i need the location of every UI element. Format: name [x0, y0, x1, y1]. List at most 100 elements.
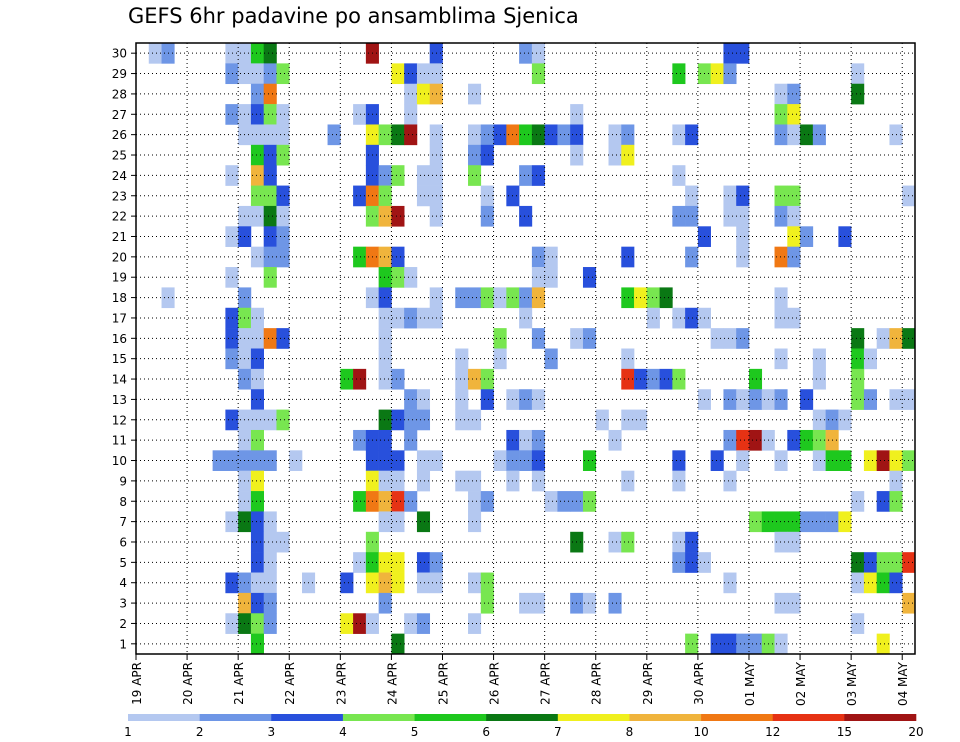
precip-cell: [519, 389, 533, 410]
precip-cell: [646, 287, 660, 309]
precip-cell: [416, 470, 431, 492]
precip-cell: [340, 368, 354, 390]
y-tick-label: 13: [112, 393, 127, 407]
precip-cell: [889, 328, 903, 349]
precip-cell: [736, 43, 750, 64]
precip-cell: [876, 552, 890, 573]
colorbar-swatch: [772, 714, 845, 721]
precip-cell: [748, 511, 763, 533]
precip-cell: [250, 328, 264, 349]
precip-cell: [468, 83, 482, 105]
precip-cell: [672, 368, 686, 390]
x-tick-label: 28 APR: [590, 662, 604, 705]
precip-cell: [863, 389, 877, 410]
precip-cell: [391, 491, 405, 512]
precip-cell: [263, 43, 277, 64]
precip-cell: [876, 633, 890, 655]
precip-cell: [416, 389, 431, 410]
precip-cell: [353, 104, 367, 125]
precip-cell: [263, 185, 277, 207]
precip-cell: [391, 165, 405, 186]
precip-cell: [276, 63, 290, 85]
precip-cell: [531, 287, 545, 309]
precip-cell: [723, 470, 737, 492]
x-tick-label: 01 MAY: [743, 661, 757, 706]
precip-cell: [250, 389, 264, 410]
precip-cell: [812, 429, 826, 451]
precip-cell: [404, 409, 418, 431]
colorbar-swatch: [844, 714, 917, 721]
precip-cell: [263, 531, 277, 553]
precip-cell: [787, 246, 801, 268]
precip-cell: [774, 104, 788, 125]
precip-cell: [544, 124, 558, 146]
precip-cell: [851, 389, 865, 410]
precip-cell: [250, 592, 264, 614]
precip-cell: [582, 328, 597, 349]
precip-cell: [250, 409, 264, 431]
colorbar-label: 5: [411, 725, 419, 739]
precip-cell: [787, 592, 801, 614]
precip-cell: [621, 246, 635, 268]
precip-cell: [263, 572, 277, 594]
x-tick-label: 22 APR: [283, 662, 297, 705]
precip-cell: [378, 470, 392, 492]
precip-cell: [608, 124, 622, 146]
precip-cell: [404, 307, 418, 329]
precip-cell: [404, 429, 418, 451]
precip-cell: [391, 246, 405, 268]
precip-cell: [672, 450, 686, 471]
precip-cell: [378, 592, 392, 614]
precip-cell: [787, 307, 801, 329]
precip-cell: [391, 409, 405, 431]
precip-cell: [225, 450, 239, 471]
colorbar-label: 1: [124, 725, 132, 739]
precip-cell: [378, 511, 392, 533]
precip-cell: [876, 450, 890, 471]
precip-cell: [250, 124, 264, 146]
precip-cell: [595, 409, 609, 431]
precip-cell: [468, 144, 482, 166]
precip-cell: [455, 389, 469, 410]
precip-cell: [774, 531, 788, 553]
precip-cell: [353, 185, 367, 207]
precip-cell: [404, 389, 418, 410]
precip-cell: [774, 511, 788, 533]
precip-cell: [378, 368, 392, 390]
precip-cell: [710, 450, 724, 471]
precip-cell: [851, 552, 865, 573]
precip-cell: [774, 307, 788, 329]
precip-cell: [787, 226, 801, 247]
precip-cell: [378, 328, 392, 349]
precip-cell: [812, 409, 826, 431]
precip-cell: [391, 470, 405, 492]
precip-cell: [468, 511, 482, 533]
precip-cell: [723, 328, 737, 349]
precip-cell: [404, 613, 418, 634]
colorbar-swatch: [199, 714, 272, 721]
precip-cell: [685, 633, 699, 655]
y-tick-label: 1: [119, 637, 127, 651]
precip-cell: [723, 572, 737, 594]
precip-cell: [736, 205, 750, 227]
precip-cell: [519, 205, 533, 227]
precip-cell: [685, 531, 699, 553]
precip-cell: [531, 389, 545, 410]
precip-cell: [391, 511, 405, 533]
precip-cell: [800, 124, 814, 146]
precip-cell: [531, 429, 545, 451]
precip-cell: [723, 633, 737, 655]
x-tick-label: 20 APR: [181, 662, 195, 705]
colorbar-label: 12: [765, 725, 780, 739]
precip-cell: [391, 124, 405, 146]
precip-cell: [276, 246, 290, 268]
colorbar-legend: 1 2 3 4 5 6 7 8 10 12 15 20: [124, 714, 924, 739]
precip-cell: [263, 226, 277, 247]
y-tick-label: 8: [119, 495, 127, 509]
precip-cell: [263, 165, 277, 186]
precip-cell: [748, 429, 763, 451]
y-tick-label: 5: [119, 556, 127, 570]
precip-cell: [787, 531, 801, 553]
precip-cell: [889, 572, 903, 594]
precip-cell: [404, 104, 418, 125]
